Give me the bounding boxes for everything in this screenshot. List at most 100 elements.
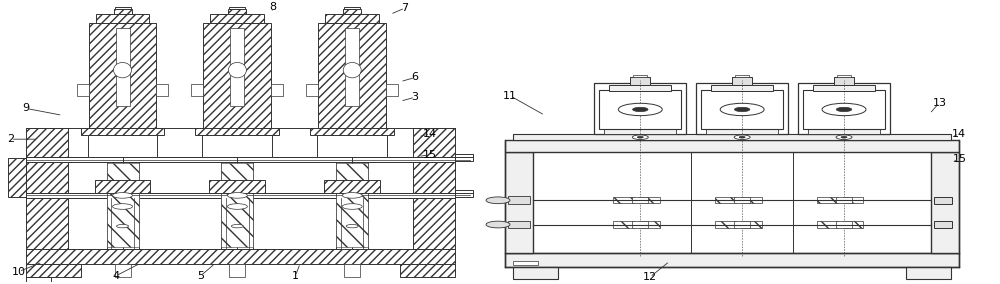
Bar: [203, 23, 271, 128]
Bar: [191, 84, 203, 97]
Bar: [505, 140, 959, 152]
Bar: [632, 222, 648, 227]
Bar: [505, 152, 533, 253]
Bar: [732, 78, 752, 85]
Bar: [8, 158, 26, 197]
Bar: [505, 253, 959, 267]
Text: 4: 4: [112, 271, 119, 281]
Circle shape: [231, 224, 243, 228]
Circle shape: [637, 136, 643, 138]
Bar: [229, 7, 245, 9]
Bar: [195, 128, 279, 135]
Bar: [508, 196, 530, 204]
Bar: [221, 163, 253, 247]
Bar: [706, 130, 778, 134]
Bar: [613, 222, 634, 227]
Text: 5: 5: [197, 271, 204, 281]
Bar: [701, 89, 783, 130]
Text: 11: 11: [503, 91, 517, 101]
Bar: [229, 264, 245, 277]
Circle shape: [486, 221, 510, 228]
Bar: [271, 84, 283, 97]
Circle shape: [227, 193, 247, 198]
Circle shape: [720, 103, 764, 116]
Bar: [344, 264, 360, 277]
Text: 9: 9: [22, 103, 29, 113]
Bar: [95, 180, 150, 193]
Bar: [633, 75, 647, 78]
Circle shape: [113, 204, 133, 209]
Bar: [715, 197, 736, 203]
Bar: [318, 23, 386, 128]
Bar: [345, 28, 359, 106]
Bar: [906, 267, 951, 279]
Bar: [931, 152, 959, 253]
Bar: [836, 222, 852, 227]
Bar: [202, 135, 272, 157]
Circle shape: [227, 204, 247, 209]
Bar: [77, 84, 89, 97]
Bar: [209, 180, 265, 193]
Bar: [696, 83, 788, 134]
Ellipse shape: [114, 62, 132, 78]
Circle shape: [342, 193, 362, 198]
Bar: [306, 84, 318, 97]
Circle shape: [633, 107, 648, 112]
Bar: [508, 221, 530, 228]
Text: 14: 14: [952, 129, 966, 139]
Text: 12: 12: [643, 272, 657, 282]
Circle shape: [836, 135, 852, 139]
Text: 14: 14: [423, 129, 437, 139]
Bar: [609, 85, 671, 91]
Bar: [734, 197, 750, 203]
Bar: [400, 264, 455, 277]
Bar: [734, 222, 750, 227]
Bar: [632, 197, 648, 203]
Bar: [156, 84, 168, 97]
Bar: [741, 222, 762, 227]
Bar: [26, 264, 81, 277]
Bar: [96, 14, 149, 23]
Circle shape: [841, 136, 847, 138]
Bar: [843, 222, 863, 227]
Circle shape: [486, 197, 510, 204]
Bar: [324, 180, 380, 193]
Bar: [81, 128, 164, 135]
Circle shape: [822, 103, 866, 116]
Bar: [834, 78, 854, 85]
Bar: [26, 248, 455, 264]
Bar: [317, 135, 387, 157]
Bar: [115, 264, 131, 277]
Bar: [594, 83, 686, 134]
Bar: [26, 193, 455, 198]
Text: 15: 15: [952, 154, 966, 164]
Bar: [798, 83, 890, 134]
Circle shape: [632, 135, 648, 139]
Bar: [934, 221, 952, 228]
Bar: [107, 163, 139, 247]
Ellipse shape: [228, 62, 246, 78]
Circle shape: [113, 193, 133, 198]
Bar: [26, 128, 68, 248]
Bar: [803, 89, 885, 130]
Text: 13: 13: [932, 98, 946, 108]
Bar: [26, 277, 51, 282]
Bar: [513, 261, 538, 265]
Text: 3: 3: [412, 92, 419, 102]
Circle shape: [346, 224, 358, 228]
Bar: [455, 154, 473, 161]
Bar: [210, 14, 264, 23]
Circle shape: [734, 107, 750, 112]
Text: 6: 6: [412, 72, 419, 82]
Bar: [843, 197, 863, 203]
Bar: [837, 75, 851, 78]
Bar: [513, 134, 951, 140]
Bar: [735, 75, 749, 78]
Circle shape: [618, 103, 662, 116]
Bar: [934, 197, 952, 204]
Text: 10: 10: [12, 267, 26, 277]
Text: 8: 8: [269, 2, 276, 12]
Bar: [715, 222, 736, 227]
Bar: [343, 9, 361, 14]
Circle shape: [734, 135, 750, 139]
